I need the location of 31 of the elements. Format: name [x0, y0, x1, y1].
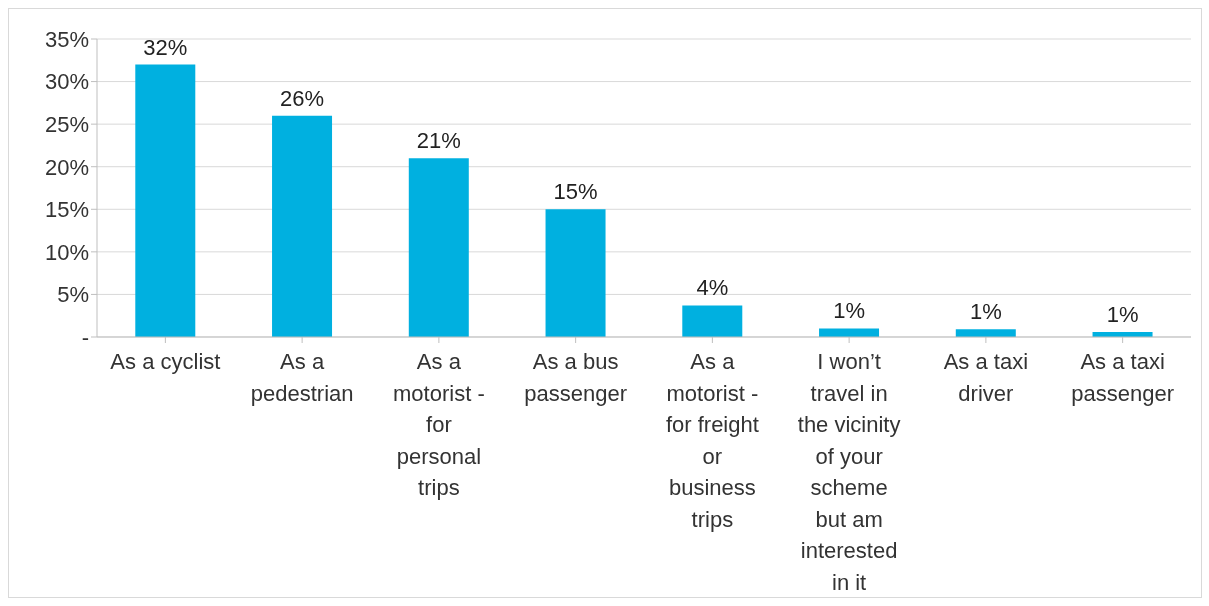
bar — [408, 158, 469, 337]
data-label: 1% — [1106, 301, 1139, 327]
y-tick-label: 25% — [44, 111, 89, 137]
x-tick-label: As a motorist - for personal trips — [393, 349, 485, 500]
y-tick-label: 5% — [57, 282, 89, 308]
bar — [272, 115, 333, 337]
x-tick-label: As a taxi passenger — [1071, 349, 1174, 406]
x-tick-label: As a cyclist — [110, 349, 221, 374]
x-tick-label: As a bus passenger — [524, 349, 627, 406]
bar — [682, 305, 743, 337]
data-label: 1% — [969, 299, 1002, 325]
bar — [545, 209, 606, 337]
data-label: 26% — [280, 85, 325, 111]
y-tick-label: 35% — [44, 26, 89, 52]
y-tick-label: 20% — [44, 154, 89, 180]
data-label: 4% — [696, 275, 729, 301]
data-label: 1% — [833, 298, 865, 324]
y-tick-label: 10% — [44, 239, 89, 265]
bar — [955, 329, 1016, 337]
x-tick-label: As a motorist - for freight or business trips — [665, 349, 759, 532]
bar — [819, 328, 880, 337]
x-tick-label: As a taxi driver — [943, 349, 1029, 406]
y-tick-label: 30% — [44, 69, 89, 95]
bar — [135, 64, 196, 337]
y-tick-label: 15% — [44, 197, 89, 223]
data-label: 21% — [416, 128, 461, 154]
data-label: 32% — [143, 34, 188, 60]
data-label: 15% — [553, 179, 598, 205]
x-tick-label: As a pedestrian — [250, 349, 354, 406]
x-tick-label: I won’t travel in the vicinity of your scheme but am interested in it — [797, 349, 901, 595]
y-tick-label: - — [81, 324, 89, 350]
